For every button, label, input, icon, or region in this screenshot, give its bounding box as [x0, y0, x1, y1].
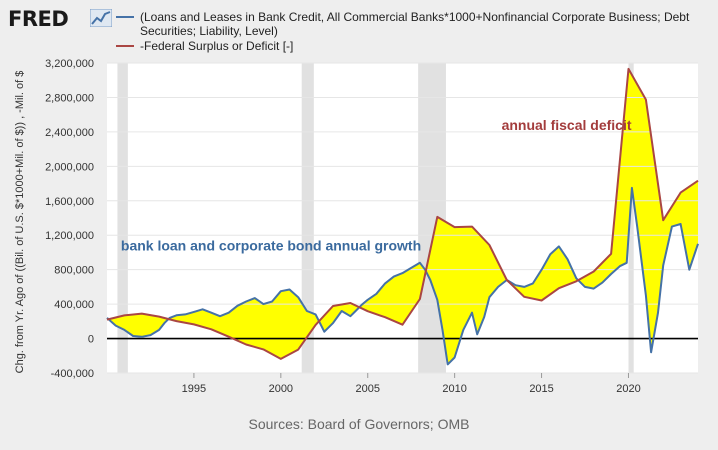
x-tick-label: 2010: [442, 383, 466, 395]
recession-band-1: [301, 63, 314, 373]
x-tick-label: 2015: [529, 383, 553, 395]
chart-legend: (Loans and Leases in Bank Credit, All Co…: [116, 10, 718, 53]
legend-label-loans: (Loans and Leases in Bank Credit, All Co…: [140, 10, 690, 38]
annotation-loan-growth: bank loan and corporate bond annual grow…: [121, 238, 421, 254]
legend-label-deficit: -Federal Surplus or Deficit [-]: [140, 39, 294, 53]
y-tick-label: 2,400,000: [45, 127, 94, 139]
legend-swatch-loans: [116, 16, 134, 18]
y-tick-label: -400,000: [51, 368, 94, 380]
legend-swatch-deficit: [116, 45, 134, 47]
legend-item-loans: (Loans and Leases in Bank Credit, All Co…: [116, 10, 718, 38]
fred-logo: FRED: [8, 7, 69, 31]
recession-band-3: [628, 63, 634, 373]
plot-area: [107, 63, 698, 373]
y-tick-label: 2,800,000: [45, 92, 94, 104]
series-line-loans: [106, 186, 699, 366]
x-tick-label: 2000: [269, 383, 293, 395]
y-tick-label: 3,200,000: [45, 58, 94, 70]
x-tick-label: 2020: [616, 383, 640, 395]
y-tick-label: 1,200,000: [45, 230, 94, 242]
annotation-fiscal-deficit: annual fiscal deficit: [502, 117, 632, 133]
x-tick-label: 1995: [182, 383, 206, 395]
area-between-series: [107, 68, 698, 365]
y-tick-label: 0: [88, 334, 94, 346]
recession-band-0: [117, 63, 128, 373]
y-tick-label: 400,000: [54, 299, 94, 311]
sources-note: Sources: Board of Governors; OMB: [248, 416, 470, 432]
line-chart-icon: [90, 9, 112, 27]
y-tick-label: 1,600,000: [45, 196, 94, 208]
series-line-deficit: [106, 67, 699, 360]
y-tick-label: 800,000: [54, 265, 94, 277]
x-tick-label: 2005: [355, 383, 379, 395]
legend-item-deficit: -Federal Surplus or Deficit [-]: [116, 39, 718, 53]
y-tick-label: 2,000,000: [45, 161, 94, 173]
